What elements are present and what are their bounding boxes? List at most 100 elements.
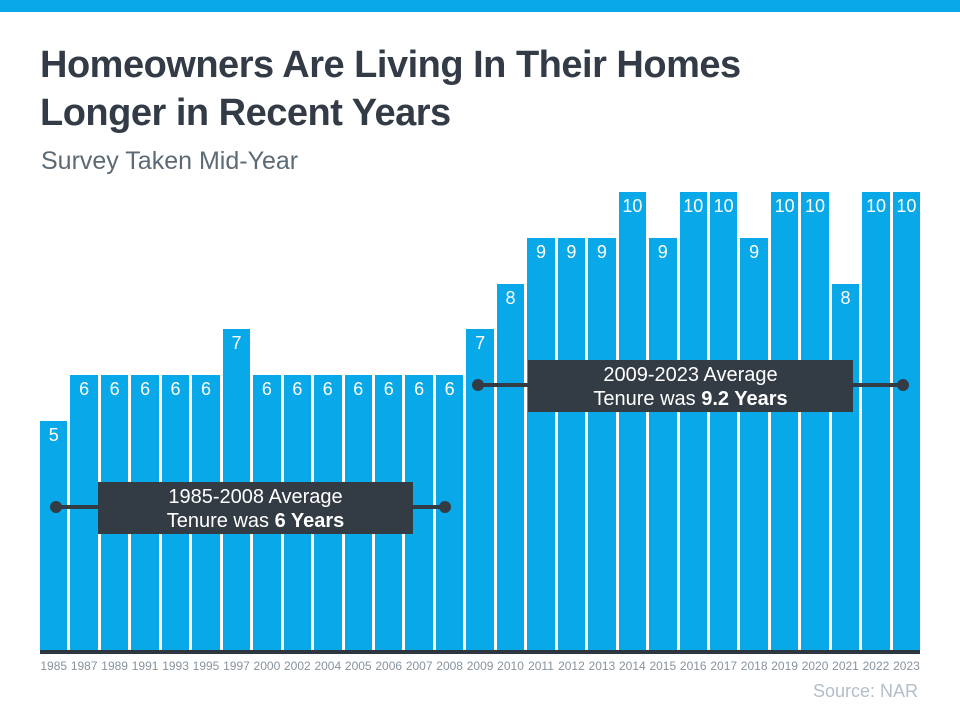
bar-2018: 9 (740, 237, 768, 650)
bar-value-label: 6 (322, 379, 333, 400)
bar-2020: 10 (801, 192, 829, 650)
bar-value-label: 6 (140, 379, 151, 400)
x-axis-label-1995: 1995 (192, 659, 220, 673)
bar-value-label: 10 (774, 196, 795, 216)
bar-value-label: 10 (622, 196, 643, 216)
bar-value-label: 6 (200, 379, 211, 400)
x-axis-label-2022: 2022 (862, 659, 890, 673)
x-axis-label-2020: 2020 (801, 659, 829, 673)
x-axis-label-1997: 1997 (223, 659, 250, 673)
bar-value-label: 9 (749, 241, 760, 262)
bar-value-label: 9 (657, 241, 668, 262)
bar-value-label: 9 (566, 241, 577, 262)
bar-2014: 10 (618, 192, 647, 650)
callout2-line1: 2009-2023 Average (603, 364, 778, 386)
x-axis-label-1993: 1993 (162, 659, 189, 673)
x-axis-label-1985: 1985 (40, 659, 68, 673)
bars-row: 5 6 6 6 6 6 7 6 6 6 6 6 6 6 7 8 9 9 9 10 9 10 10 9 10 10 8 10 10 (40, 192, 921, 650)
bar-2013: 9 (588, 237, 616, 650)
bar-value-label: 10 (683, 196, 704, 216)
x-axis-label-2009: 2009 (466, 659, 494, 673)
bar-value-label: 8 (505, 287, 516, 308)
bar-2023: 10 (892, 192, 921, 650)
callout2-line2-prefix: Tenure was (593, 388, 702, 410)
callout1-line2: Tenure was 6 Years (98, 509, 413, 533)
callout1-line2-bold: 6 Years (274, 510, 345, 532)
top-accent-bar (0, 0, 960, 12)
x-axis-label-2014: 2014 (618, 659, 646, 673)
bar-value-label: 10 (713, 196, 734, 216)
bar-value-label: 7 (475, 333, 486, 354)
x-axis-label-2002: 2002 (284, 659, 311, 673)
x-axis-label-2004: 2004 (314, 659, 342, 673)
bar-2008: 6 (435, 375, 464, 650)
bar-value-label: 6 (414, 379, 425, 400)
bar-value-label: 6 (109, 379, 120, 400)
bar-value-label: 6 (261, 379, 272, 400)
bar-value-label: 5 (48, 425, 59, 445)
callout1-left-line (56, 505, 98, 509)
callout2-right-dot (897, 379, 909, 391)
callout2-line2-bold: 9.2 Years (701, 388, 788, 410)
callout1-box: 1985-2008 Average Tenure was 6 Years (98, 482, 413, 534)
x-axis-label-2015: 2015 (649, 659, 677, 673)
x-axis-line (40, 650, 920, 654)
x-axis-label-2016: 2016 (679, 659, 707, 673)
x-axis-label-2018: 2018 (740, 659, 768, 673)
bar-value-label: 9 (596, 241, 607, 262)
bar-value-label: 10 (896, 196, 917, 216)
x-axis-label-2019: 2019 (771, 659, 798, 673)
bar-2021: 8 (831, 283, 860, 650)
bar-2022: 10 (862, 192, 890, 650)
bar-1987: 6 (70, 375, 98, 650)
x-axis-label-2000: 2000 (253, 659, 281, 673)
bar-2011: 9 (527, 237, 555, 650)
x-axis-labels: 1985 1987 1989 1991 1993 1995 1997 2000 2002 2004… (40, 658, 920, 674)
callout1-right-line (413, 505, 445, 509)
callout1-right-dot (439, 501, 451, 513)
callout2-left-line (478, 383, 528, 387)
source-attribution: Source: NAR (812, 681, 918, 701)
page-subtitle: Survey Taken Mid-Year (41, 147, 299, 175)
x-axis-label-2010: 2010 (497, 659, 524, 673)
bar-value-label: 10 (805, 196, 826, 216)
bar-2015: 9 (649, 237, 677, 650)
x-axis-label-2012: 2012 (558, 659, 585, 673)
bar-2012: 9 (557, 237, 586, 650)
bar-value-label: 7 (231, 333, 242, 354)
page-title-line1: Homeowners Are Living In Their Homes (40, 44, 741, 86)
x-axis-label-2007: 2007 (405, 659, 433, 673)
page-title: Homeowners Are Living In Their Homes Lon… (40, 41, 930, 137)
bar-2009: 7 (466, 329, 494, 650)
bar-value-label: 6 (292, 379, 303, 400)
bar-2010: 8 (496, 283, 525, 650)
x-axis-label-1987: 1987 (70, 659, 98, 673)
x-axis-label-2013: 2013 (588, 659, 616, 673)
x-axis-label-1991: 1991 (131, 659, 159, 673)
callout2-box: 2009-2023 Average Tenure was 9.2 Years (528, 360, 853, 412)
bar-2016: 10 (679, 192, 707, 650)
page-title-line2: Longer in Recent Years (40, 92, 451, 134)
bar-value-label: 9 (535, 241, 546, 262)
x-axis-label-2017: 2017 (710, 659, 738, 673)
bar-value-label: 8 (840, 287, 851, 308)
bar-value-label: 10 (865, 196, 886, 216)
x-axis-label-2023: 2023 (893, 659, 920, 673)
x-axis-label-2011: 2011 (528, 659, 554, 673)
bar-value-label: 6 (79, 379, 90, 400)
x-axis-label-1989: 1989 (101, 659, 128, 673)
callout1-line1: 1985-2008 Average (168, 486, 343, 508)
callout2-right-line (853, 383, 903, 387)
x-axis-label-2006: 2006 (375, 659, 403, 673)
bar-value-label: 6 (444, 379, 455, 400)
bar-2019: 10 (770, 192, 799, 650)
x-axis-label-2008: 2008 (436, 659, 463, 673)
callout1-line2-prefix: Tenure was (166, 510, 275, 532)
x-axis-label-2021: 2021 (832, 659, 859, 673)
bar-1985: 5 (40, 421, 68, 650)
bar-value-label: 6 (170, 379, 181, 400)
bar-value-label: 6 (383, 379, 394, 400)
x-axis-label-2005: 2005 (344, 659, 372, 673)
bar-value-label: 6 (353, 379, 364, 400)
